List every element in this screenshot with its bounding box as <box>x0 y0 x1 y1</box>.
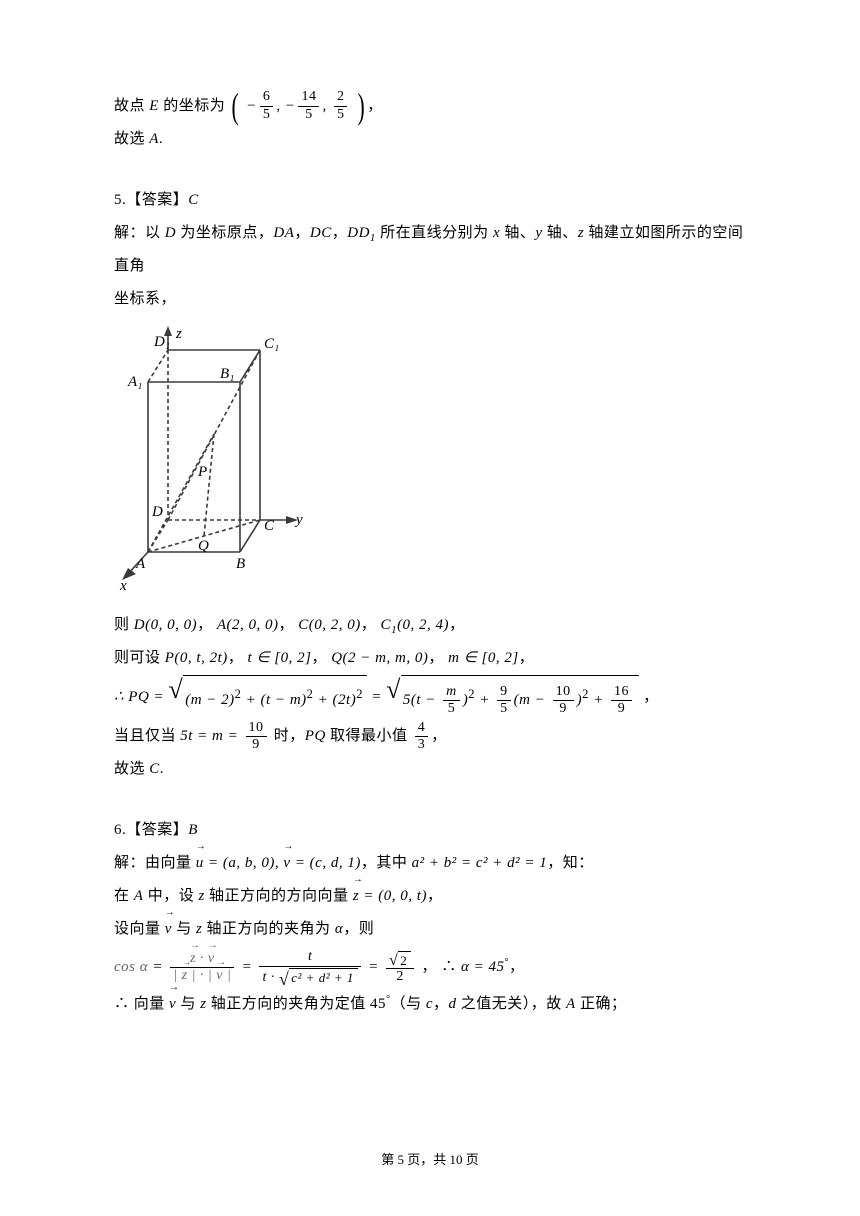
q5-p2: 则 D(0, 0, 0)， A(2, 0, 0)， C(0, 2, 0)， C1… <box>114 609 746 642</box>
label-P: P <box>197 464 207 480</box>
sqrt-icon: √(m − 2)2 + (t − m)2 + (2t)2 <box>168 675 367 720</box>
q6-p2: 在 A 中，设 z 轴正方向的方向向量 z = (0, 0, t)， <box>114 880 746 913</box>
q6-p1: 解：由向量 u = (a, b, 0), v = (c, d, 1)，其中 a²… <box>114 847 746 880</box>
q4-conclusion: 故选 A. <box>114 123 746 156</box>
label-D1: D₁ <box>153 334 170 350</box>
label-C1: C₁ <box>264 336 279 352</box>
paren-left-icon: ( <box>232 90 240 122</box>
label-A: A <box>135 556 146 572</box>
page-footer: 第 5 页，共 10 页 <box>0 1149 860 1168</box>
q5-p5: 当且仅当 5t = m = 109 时，PQ 取得最小值 43， <box>114 720 746 753</box>
q4-coord-line: 故点 E 的坐标为 ( −65, −145, 25 )， <box>114 90 746 123</box>
q6-p4: cos α = z · v| z | · | v | = tt · √c² + … <box>114 946 746 988</box>
label-B1: B₁ <box>220 366 234 382</box>
q5-conclusion: 故选 C. <box>114 753 746 786</box>
q6-p5: ∴ 向量 v 与 z 轴正方向的夹角为定值 45°（与 c，d 之值无关），故 … <box>114 988 746 1021</box>
label-B: B <box>236 556 245 572</box>
paren-right-icon: ) <box>357 90 365 122</box>
q5-p4: ∴ PQ = √(m − 2)2 + (t − m)2 + (2t)2 = √ … <box>114 675 746 720</box>
label-D: D <box>151 504 163 520</box>
label-y: y <box>294 512 303 528</box>
q5-p1b: 坐标系， <box>114 283 746 316</box>
label-x: x <box>119 578 127 592</box>
label-C: C <box>264 518 275 534</box>
q5-p1: 解：以 D 为坐标原点，DA，DC，DD1 所在直线分别为 x 轴、y 轴、z … <box>114 217 746 283</box>
label-A1: A₁ <box>127 374 142 390</box>
prism-diagram: D₁ C₁ A₁ B₁ D C A B P Q z y x <box>114 324 314 592</box>
q6-header: 6.【答案】B <box>114 814 746 847</box>
q5-p3: 则可设 P(0, t, 2t)， t ∈ [0, 2]， Q(2 − m, m,… <box>114 642 746 675</box>
label-Q: Q <box>198 538 209 554</box>
label-z: z <box>175 326 182 342</box>
q5-header: 5.【答案】C <box>114 184 746 217</box>
